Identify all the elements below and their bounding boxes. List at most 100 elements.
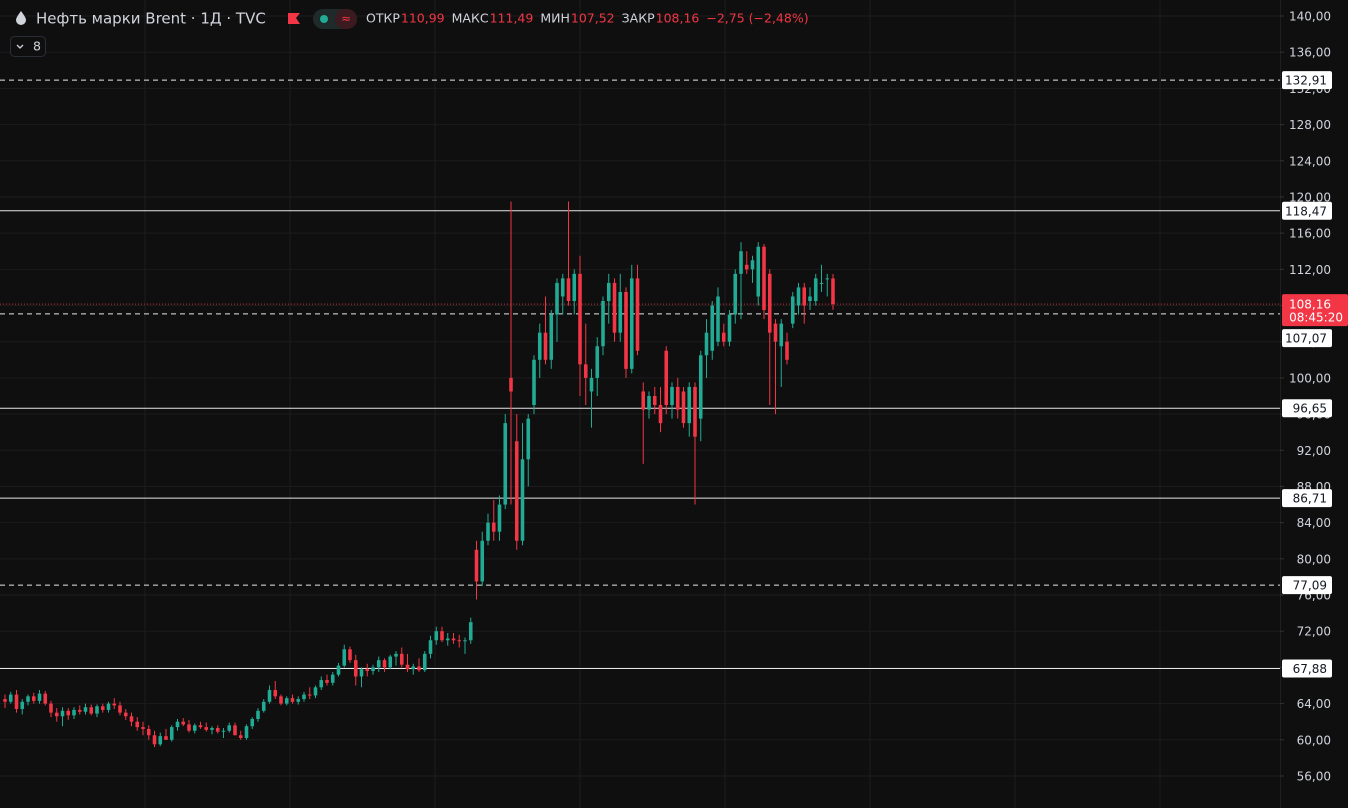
flag-icon[interactable] — [288, 13, 300, 24]
candle — [198, 721, 203, 729]
candle — [284, 696, 289, 706]
candle-body — [129, 716, 134, 722]
candle-body — [336, 665, 341, 675]
candle — [468, 617, 473, 644]
candle-body — [468, 622, 473, 641]
candle-body — [54, 712, 59, 717]
candle-body — [83, 707, 88, 712]
candle-body — [14, 694, 19, 710]
candle-body — [135, 721, 140, 728]
candle — [405, 653, 410, 672]
y-tick-label: 124,00 — [1289, 154, 1331, 168]
candle — [658, 386, 663, 433]
candle-body — [279, 696, 283, 704]
candle-body — [146, 728, 151, 736]
candle — [526, 414, 531, 487]
candle-body — [606, 282, 611, 301]
candle — [307, 687, 312, 700]
candle-body — [43, 693, 48, 704]
commodity-icon — [16, 11, 26, 25]
candle-body — [537, 332, 542, 360]
candle-body — [549, 314, 554, 360]
candle — [831, 273, 835, 310]
candle-body — [330, 674, 335, 683]
candle-body — [675, 386, 680, 410]
candle-body — [595, 346, 600, 378]
indicators-toggle[interactable] — [10, 36, 46, 57]
candle — [123, 709, 128, 720]
candle-body — [463, 640, 467, 642]
candle — [710, 300, 715, 360]
candle — [371, 664, 375, 675]
candle-body — [233, 725, 237, 736]
candle-body — [578, 273, 582, 365]
candle — [330, 671, 335, 686]
candle-body — [819, 282, 824, 284]
candle — [808, 287, 812, 311]
candle-body — [635, 278, 640, 351]
candle-body — [520, 459, 525, 541]
level-label: 77,09 — [1293, 579, 1327, 593]
candle-body — [31, 696, 36, 701]
candle — [135, 717, 140, 731]
candle-body — [756, 246, 761, 297]
candle — [250, 717, 255, 729]
candle — [290, 694, 295, 704]
y-tick-label: 100,00 — [1289, 371, 1331, 385]
candle-body — [95, 706, 99, 714]
candle — [233, 722, 237, 736]
candle — [566, 201, 571, 306]
candle — [342, 644, 347, 668]
candle-body — [491, 522, 496, 532]
candle-body — [60, 710, 65, 717]
candle — [394, 651, 398, 666]
candle — [210, 726, 214, 735]
candle-body — [238, 735, 243, 738]
candle — [279, 694, 283, 706]
candle-body — [399, 653, 404, 665]
last-price-label: 108,16 — [1289, 298, 1331, 312]
candle-body — [641, 391, 646, 410]
level-label: 96,65 — [1293, 402, 1327, 416]
candle-body — [727, 314, 732, 342]
level-label-box — [1282, 201, 1332, 220]
candle-body — [210, 728, 214, 730]
candle — [721, 323, 726, 347]
candle — [37, 690, 42, 704]
candle — [66, 708, 71, 720]
candle — [618, 273, 623, 342]
symbol-title[interactable]: Нефть марки Brent · 1Д · TVC — [36, 10, 266, 28]
candle-body — [670, 386, 674, 406]
candle — [583, 323, 588, 406]
candle — [238, 730, 243, 740]
candle — [382, 658, 387, 672]
candle — [175, 718, 180, 731]
candle — [261, 699, 266, 713]
candle — [215, 725, 220, 734]
candle — [26, 694, 30, 706]
candle-body — [831, 278, 835, 305]
candle-body — [112, 703, 117, 706]
y-tick-label: 60,00 — [1297, 733, 1331, 747]
candle — [227, 722, 232, 733]
candle-body — [428, 640, 433, 654]
candle — [750, 255, 755, 283]
candle — [629, 264, 634, 374]
y-tick-label: 80,00 — [1297, 552, 1331, 566]
candle-body — [624, 291, 628, 369]
candle — [428, 635, 433, 659]
candle-body — [371, 667, 375, 672]
candle — [739, 242, 743, 320]
candle-body — [296, 699, 301, 702]
candle — [520, 423, 525, 546]
candle-body — [221, 730, 226, 732]
candle-body — [434, 631, 439, 641]
candle — [549, 310, 554, 369]
candle — [95, 704, 99, 718]
candle — [744, 251, 749, 274]
candle — [704, 319, 709, 378]
candle-body — [141, 727, 145, 729]
candle-body — [601, 300, 605, 347]
candle — [319, 676, 324, 691]
candle — [693, 382, 697, 505]
